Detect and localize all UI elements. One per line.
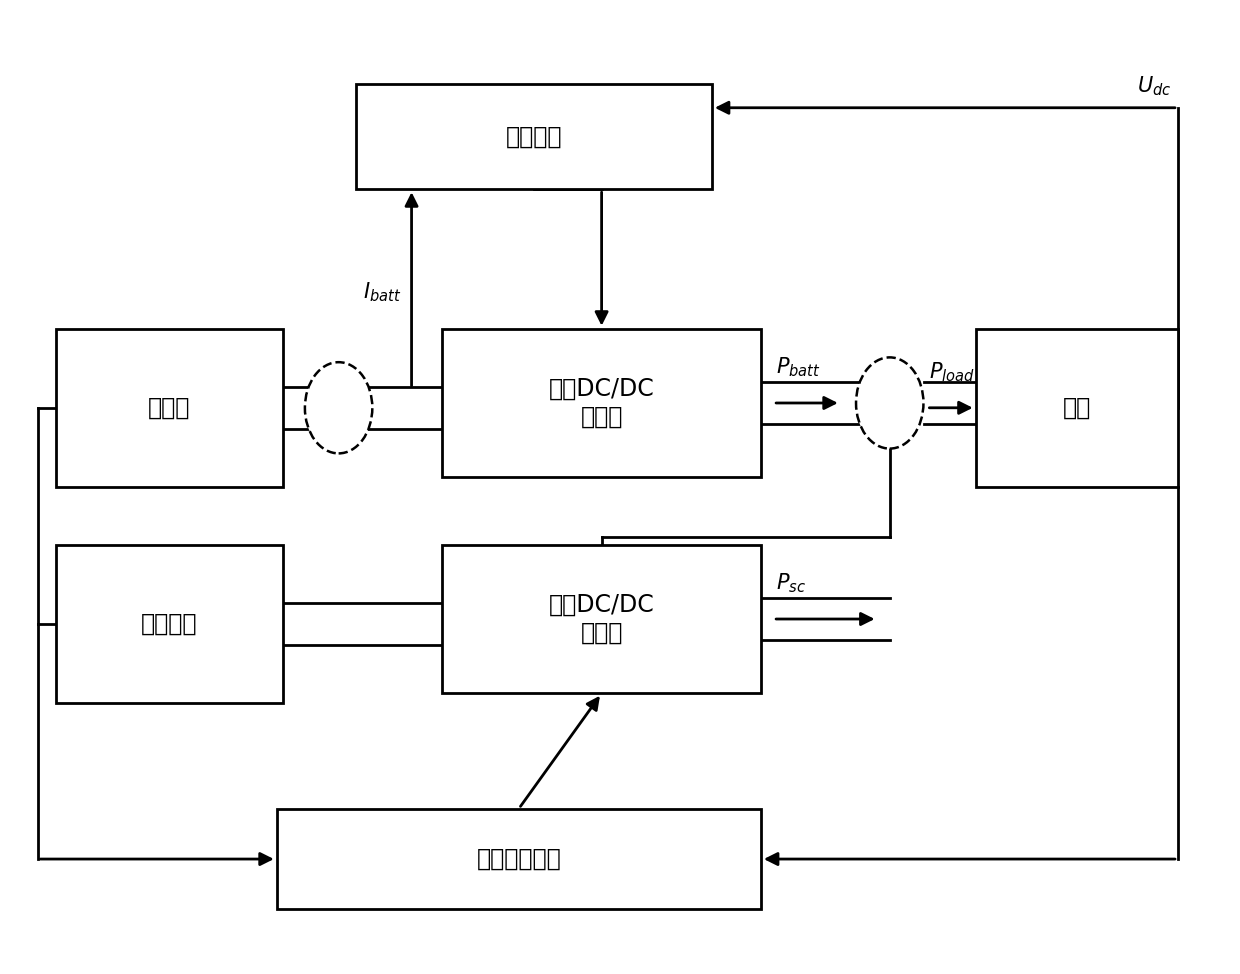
Text: 第二DC/DC
变换器: 第二DC/DC 变换器 <box>549 377 655 429</box>
Text: 第一DC/DC
变换器: 第一DC/DC 变换器 <box>549 593 655 645</box>
Text: 蓄电池: 蓄电池 <box>149 395 191 420</box>
Bar <box>56 544 283 703</box>
Text: 超级电容: 超级电容 <box>141 612 197 636</box>
Text: 负载: 负载 <box>1063 395 1091 420</box>
Bar <box>443 328 761 477</box>
Text: $U_{dc}$: $U_{dc}$ <box>1137 75 1172 98</box>
Text: 能量管理系统: 能量管理系统 <box>476 847 562 871</box>
Text: $P_{batt}$: $P_{batt}$ <box>776 356 821 379</box>
Text: $P_{sc}$: $P_{sc}$ <box>776 572 806 595</box>
Text: $I_{batt}$: $I_{batt}$ <box>363 281 402 305</box>
Bar <box>277 808 761 910</box>
Bar <box>443 544 761 693</box>
Bar <box>976 328 1178 487</box>
Ellipse shape <box>856 357 924 449</box>
Text: 双环控制: 双环控制 <box>506 125 563 149</box>
Text: $P_{load}$: $P_{load}$ <box>929 360 975 384</box>
Bar <box>56 328 283 487</box>
Ellipse shape <box>305 362 372 453</box>
Bar <box>356 84 712 189</box>
